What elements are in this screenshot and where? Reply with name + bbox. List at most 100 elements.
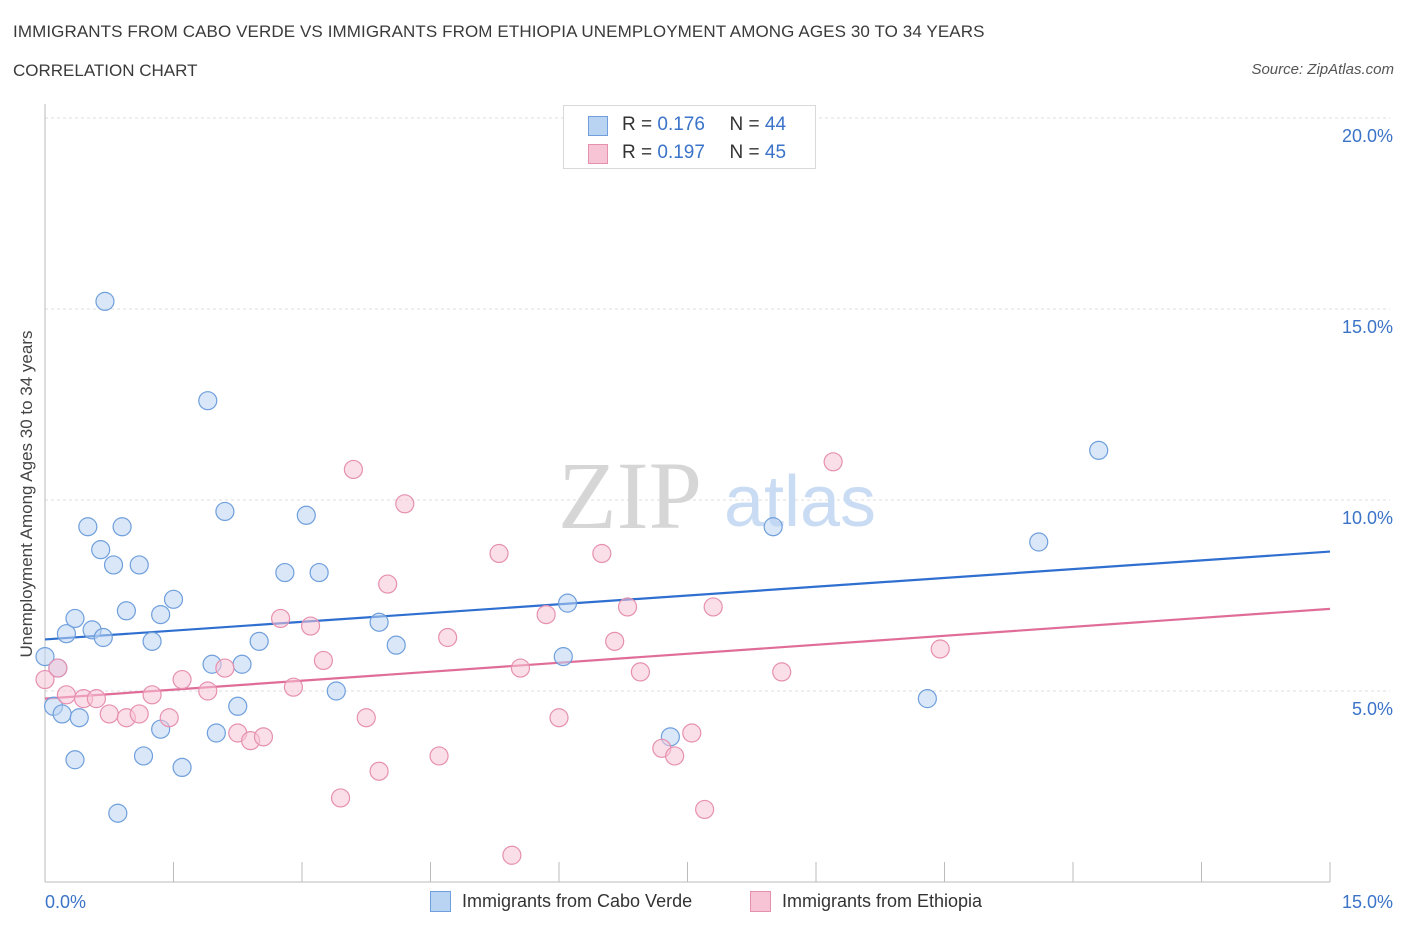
ethiopia-point	[35, 669, 55, 690]
legend-n-value: 45	[764, 142, 787, 163]
ethiopia-point	[630, 662, 650, 682]
cabo-verde-point	[386, 635, 406, 655]
cabo-verde-point	[1089, 440, 1109, 460]
legend-n-value: 44	[764, 114, 787, 135]
cabo-verde-point	[93, 627, 113, 648]
y-tick-label: 5.0%	[1352, 699, 1393, 719]
cabo-verde-point	[133, 746, 154, 766]
cabo-verde-point	[78, 517, 98, 537]
cabo-verde-point	[95, 291, 115, 311]
ethiopia-trendline	[44, 607, 1331, 700]
cabo-verde-point	[116, 601, 136, 621]
ethiopia-point	[378, 574, 398, 594]
ethiopia-point	[159, 708, 179, 728]
ethiopia-point	[270, 608, 291, 629]
ethiopia-point	[772, 662, 792, 682]
cabo-verde-point	[763, 517, 783, 537]
cabo-verde-point	[52, 704, 72, 724]
cabo-verde-point	[206, 723, 226, 743]
cabo-verde-point	[1029, 532, 1049, 552]
source-label: Source: ZipAtlas.com	[1251, 61, 1394, 78]
legend-r-label: R =	[622, 142, 653, 163]
legend-swatch-blue	[430, 891, 451, 912]
points-layer	[35, 291, 1109, 865]
cabo-verde-point	[91, 540, 111, 560]
legend-r-label: R =	[622, 114, 653, 135]
stats-legend: R = 0.176 N = 44 R = 0.197 N = 45	[563, 105, 816, 169]
ethiopia-point	[617, 597, 638, 617]
legend-label-ethiopia: Immigrants from Ethiopia	[782, 891, 983, 911]
ethiopia-point	[510, 658, 531, 678]
ethiopia-point	[313, 650, 334, 671]
cabo-verde-point	[553, 647, 573, 667]
watermark: ZIP atlas	[558, 442, 876, 549]
ethiopia-point	[930, 639, 950, 659]
ethiopia-point	[283, 677, 304, 697]
ethiopia-point	[300, 616, 321, 636]
legend-swatch-pink	[588, 144, 608, 164]
cabo-verde-point	[108, 803, 128, 823]
y-tick-label: 20.0%	[1342, 126, 1393, 146]
ethiopia-point	[536, 604, 556, 625]
ethiopia-point	[605, 631, 625, 651]
ethiopia-point	[703, 597, 723, 617]
cabo-verde-point	[369, 612, 389, 632]
ethiopia-point	[489, 543, 509, 564]
ethiopia-point	[253, 727, 274, 747]
chart-title: IMMIGRANTS FROM CABO VERDE VS IMMIGRANTS…	[13, 22, 985, 41]
y-tick-label: 10.0%	[1342, 508, 1393, 528]
cabo-verde-trendline	[44, 550, 1331, 641]
watermark-zip: ZIP	[558, 442, 702, 549]
ethiopia-point	[56, 685, 77, 705]
ethiopia-point	[86, 689, 107, 709]
ethiopia-point	[129, 704, 149, 724]
cabo-verde-point	[557, 593, 578, 613]
cabo-verde-point	[228, 696, 248, 716]
ethiopia-point	[48, 658, 68, 678]
ethiopia-point	[330, 788, 351, 808]
cabo-verde-point	[129, 555, 149, 575]
cabo-verde-point	[151, 604, 171, 625]
legend-r-value: 0.197	[657, 142, 705, 163]
cabo-verde-point	[172, 757, 192, 778]
ethiopia-point	[549, 708, 569, 728]
ethiopia-point	[369, 761, 389, 781]
ethiopia-point	[682, 723, 702, 743]
ethiopia-point	[502, 845, 522, 865]
cabo-verde-point	[65, 608, 85, 629]
ethiopia-point	[99, 704, 119, 724]
ethiopia-point	[695, 799, 715, 820]
ethiopia-point	[198, 681, 218, 701]
cabo-verde-point	[65, 750, 85, 770]
legend-label-cabo-verde: Immigrants from Cabo Verde	[462, 891, 693, 911]
cabo-verde-point	[296, 505, 316, 525]
cabo-verde-point	[198, 391, 218, 411]
ethiopia-point	[823, 452, 843, 472]
legend-r-value: 0.176	[657, 114, 705, 135]
legend-n-label: N =	[729, 114, 760, 135]
cabo-verde-point	[163, 589, 184, 609]
chart-subtitle: CORRELATION CHART	[13, 61, 198, 80]
legend-swatch-pink	[750, 891, 771, 912]
ethiopia-point	[438, 627, 458, 648]
cabo-verde-point	[215, 501, 235, 522]
y-tick-label: 15.0%	[1342, 317, 1393, 337]
cabo-verde-point	[275, 562, 295, 583]
x-tick-label: 15.0%	[1342, 892, 1393, 912]
y-axis-label: Unemployment Among Ages 30 to 34 years	[17, 331, 36, 658]
cabo-verde-point	[35, 647, 55, 667]
cabo-verde-point	[56, 624, 77, 644]
legend-n-label: N =	[729, 142, 760, 163]
ethiopia-point	[395, 494, 415, 514]
cabo-verde-point	[917, 689, 937, 709]
cabo-verde-point	[249, 631, 269, 651]
cabo-verde-point	[103, 555, 124, 575]
cabo-verde-point	[112, 517, 132, 537]
ethiopia-point	[665, 746, 685, 766]
ethiopia-point	[429, 746, 449, 766]
cabo-verde-point	[326, 681, 346, 701]
ethiopia-point	[592, 543, 612, 564]
cabo-verde-point	[142, 631, 162, 651]
watermark-atlas: atlas	[724, 462, 876, 542]
